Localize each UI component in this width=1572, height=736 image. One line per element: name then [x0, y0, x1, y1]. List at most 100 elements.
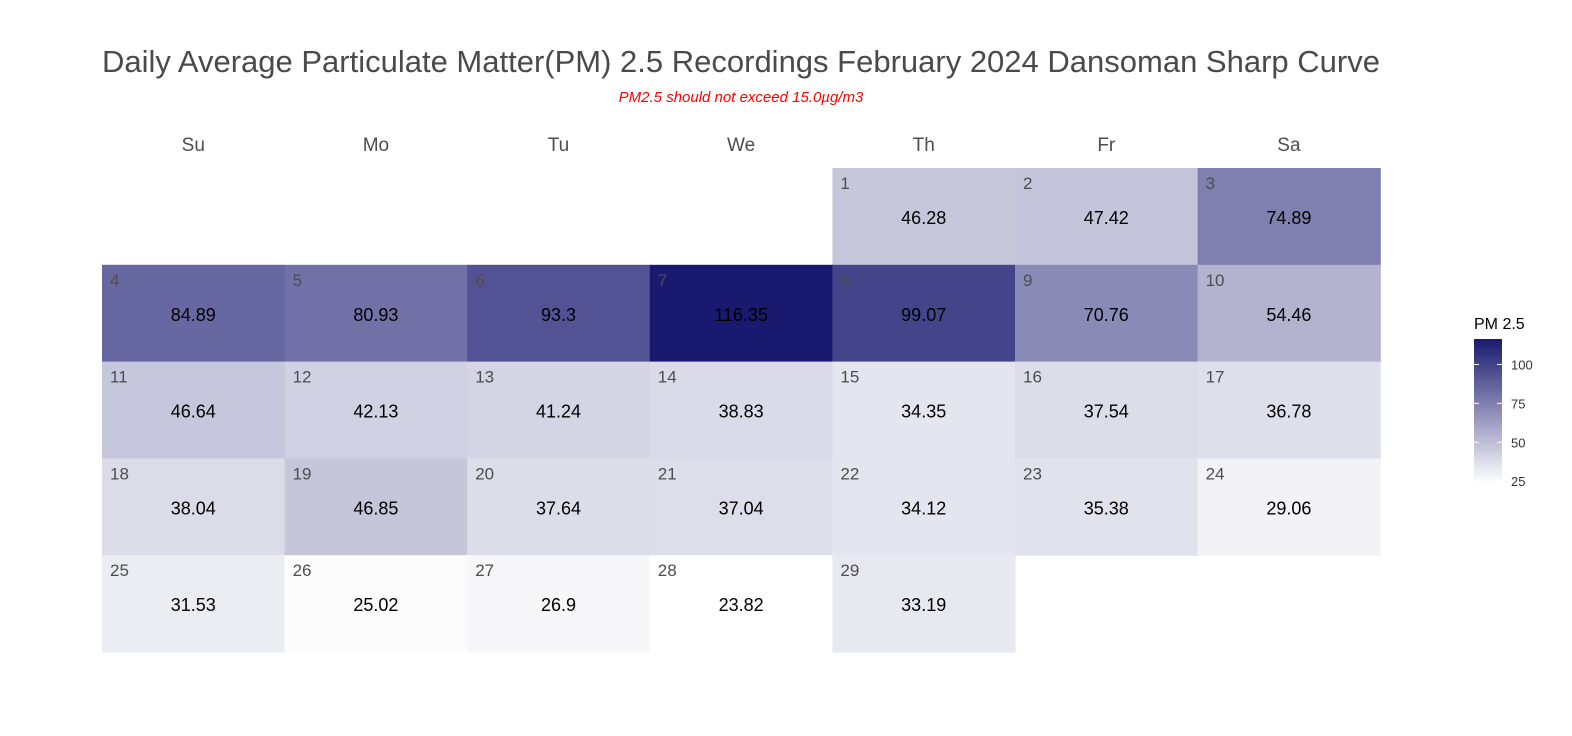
day-cell: 17 36.78: [1197, 361, 1381, 459]
weekday-label-su: Su: [182, 135, 205, 156]
day-number: 4: [110, 271, 119, 290]
day-number: 6: [475, 271, 484, 290]
day-cell: 146.28: [832, 168, 1016, 266]
day-cell: 15 34.35: [832, 361, 1016, 459]
day-cell-tile: [1015, 361, 1199, 459]
day-value-label: 84.89: [171, 305, 216, 325]
day-number: 12: [293, 368, 312, 387]
day-number: 24: [1206, 464, 1225, 483]
day-cell: 10 54.46: [1197, 264, 1381, 363]
day-value-label: 47.42: [1084, 208, 1129, 228]
day-number: 11: [110, 368, 128, 387]
day-cell: 374.89: [1197, 168, 1381, 266]
day-number: 5: [293, 271, 302, 290]
day-cell-tile: [467, 361, 651, 459]
day-cell-tile: [1015, 168, 1199, 266]
day-cell-tile: [1197, 168, 1381, 266]
day-value-label: 46.85: [353, 498, 398, 518]
day-cell: 693.3: [467, 264, 651, 363]
day-cell: 16 37.54: [1015, 361, 1199, 459]
day-value-label: 34.12: [901, 498, 946, 518]
day-number: 20: [475, 464, 494, 483]
day-cell: 24 29.06: [1197, 458, 1381, 556]
day-cell: 14 38.83: [649, 361, 833, 459]
day-cell-tile: [1197, 458, 1381, 556]
weekday-label-th: Th: [913, 135, 935, 156]
day-number: 28: [658, 561, 677, 580]
day-cell-tile: [649, 264, 833, 363]
weekday-labels: Su Mo Tu We Th Fr Sa: [182, 135, 1301, 156]
day-cell: 484.89: [102, 264, 286, 363]
weekday-label-we: We: [727, 135, 755, 156]
day-cell-tile: [284, 361, 468, 459]
day-number: 3: [1206, 174, 1215, 193]
day-cell: 11 46.64: [102, 361, 286, 459]
day-number: 7: [658, 271, 667, 290]
day-cell: 27 26.9: [467, 555, 651, 653]
legend-tick-label: 100: [1511, 357, 1533, 372]
day-number: 19: [293, 464, 312, 483]
day-cell-tile: [649, 361, 833, 459]
day-number: 10: [1206, 271, 1225, 290]
day-cell-tile: [102, 458, 286, 556]
day-cell-tile: [284, 264, 468, 363]
day-value-label: 99.07: [901, 305, 946, 325]
day-value-label: 80.93: [353, 305, 398, 325]
day-value-label: 116.35: [714, 305, 768, 325]
day-cell: 20 37.64: [467, 458, 651, 556]
day-value-label: 37.64: [536, 498, 581, 518]
day-cell: 580.93: [284, 264, 468, 363]
day-cell: 25 31.53: [102, 555, 286, 653]
day-value-label: 37.04: [719, 498, 764, 518]
day-cell: 12 42.13: [284, 361, 468, 459]
day-number: 27: [475, 561, 494, 580]
day-cell-tile: [1015, 458, 1199, 556]
day-value-label: 37.54: [1084, 402, 1129, 422]
day-cell-tile: [102, 361, 286, 459]
day-cell-tile: [467, 458, 651, 556]
day-value-label: 93.3: [541, 305, 576, 325]
day-cell-tile: [1015, 264, 1199, 363]
day-cell: 899.07: [832, 264, 1016, 363]
legend-ticks: 25 50 75 100: [1474, 357, 1533, 489]
day-value-label: 74.89: [1266, 208, 1311, 228]
legend-color-bar: [1474, 339, 1502, 483]
day-cell: 18 38.04: [102, 458, 286, 556]
day-value-label: 34.35: [901, 402, 946, 422]
color-legend: PM 2.5 25 50 75 100: [1474, 316, 1533, 489]
day-value-label: 31.53: [171, 595, 216, 615]
day-cell: 7 116.35: [649, 264, 833, 363]
day-cell-tile: [284, 555, 468, 653]
day-cell: 28 23.82: [649, 555, 833, 653]
day-value-label: 38.83: [719, 402, 764, 422]
day-number: 25: [110, 561, 129, 580]
weekday-label-fr: Fr: [1097, 135, 1116, 156]
day-cell: 970.76: [1015, 264, 1199, 363]
day-cell-tile: [832, 361, 1016, 459]
legend-title: PM 2.5: [1474, 316, 1525, 333]
day-value-label: 25.02: [353, 595, 398, 615]
day-value-label: 26.9: [541, 595, 576, 615]
day-cell-tile: [467, 555, 651, 653]
day-cell-tile: [102, 555, 286, 653]
day-number: 22: [840, 464, 859, 483]
day-cell: 247.42: [1015, 168, 1199, 266]
day-value-label: 29.06: [1266, 498, 1311, 518]
day-value-label: 38.04: [171, 498, 216, 518]
day-value-label: 54.46: [1266, 305, 1311, 325]
day-cell: 26 25.02: [284, 555, 468, 653]
day-number: 21: [658, 464, 677, 483]
day-value-label: 46.64: [171, 402, 216, 422]
day-value-label: 23.82: [719, 595, 764, 615]
day-cell-tile: [467, 264, 651, 363]
day-cell-tile: [102, 264, 286, 363]
calendar-cells: 146.28247.42374.89484.89580.93693.37116.…: [102, 168, 1381, 653]
day-number: 1: [840, 174, 849, 193]
day-cell-tile: [832, 458, 1016, 556]
legend-tick-label: 25: [1511, 474, 1525, 489]
day-value-label: 41.24: [536, 402, 581, 422]
day-cell: 29 33.19: [832, 555, 1016, 653]
day-value-label: 33.19: [901, 595, 946, 615]
day-number: 26: [293, 561, 312, 580]
